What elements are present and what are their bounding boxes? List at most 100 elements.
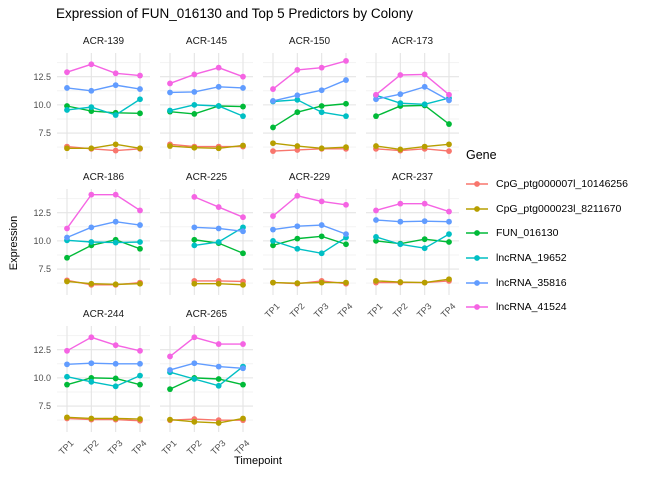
data-point	[112, 360, 119, 367]
data-point	[240, 214, 246, 221]
series-line-lncRNA_19652	[66, 374, 141, 388]
data-point	[215, 204, 222, 210]
facet-panel	[263, 189, 356, 295]
data-point	[215, 376, 222, 382]
data-point	[373, 143, 379, 149]
series-line-lncRNA_35816	[66, 362, 140, 366]
data-point	[215, 83, 222, 90]
series-line-lncRNA_19652	[272, 99, 347, 117]
legend-item: CpG_ptg000007l_10146256	[464, 172, 628, 197]
y-tick-label: 7.5	[38, 128, 51, 139]
data-point	[112, 239, 119, 246]
series-line-lncRNA_35816	[66, 84, 141, 92]
x-axis-title: Timepoint	[234, 455, 282, 467]
series-line-lncRNA_35816	[169, 362, 244, 371]
legend-key-icon	[466, 304, 488, 311]
data-point	[294, 96, 301, 103]
data-point	[112, 415, 119, 422]
data-point	[318, 87, 325, 94]
facet-panel	[57, 326, 150, 432]
data-point	[137, 96, 143, 103]
series-line-CpG_ptg000023l_8211670	[66, 416, 141, 420]
data-point	[137, 145, 143, 152]
data-point	[343, 241, 349, 248]
data-point	[446, 231, 452, 238]
facet-label: ACR-225	[185, 172, 228, 183]
data-point	[64, 85, 70, 91]
data-point	[421, 71, 428, 78]
legend-key-point	[474, 205, 480, 212]
data-point	[215, 363, 222, 370]
series-line-lncRNA_41524	[169, 66, 244, 85]
data-point	[112, 82, 119, 89]
data-point	[167, 80, 173, 87]
facet-panel	[57, 53, 150, 159]
data-point	[191, 360, 198, 367]
data-point	[112, 281, 119, 288]
series-line-CpG_ptg000023l_8211670	[169, 144, 244, 149]
data-point	[112, 375, 119, 382]
data-point	[240, 228, 246, 235]
series-line-lncRNA_35816	[272, 79, 347, 102]
data-point	[270, 140, 276, 147]
y-tick-label: 10.0	[33, 99, 51, 110]
data-point	[397, 146, 404, 153]
data-point	[64, 145, 70, 152]
data-point	[191, 280, 198, 287]
data-point	[64, 381, 70, 388]
data-point	[446, 91, 452, 98]
data-point	[294, 143, 301, 149]
data-point	[215, 280, 222, 287]
series-line-lncRNA_41524	[272, 195, 347, 217]
data-point	[240, 381, 246, 388]
y-axis-title: Expression	[8, 215, 20, 271]
data-point	[270, 124, 276, 131]
data-point	[88, 360, 95, 367]
data-point	[112, 147, 119, 154]
data-point	[137, 222, 143, 228]
series-line-FUN_016130	[169, 105, 244, 115]
series-line-CpG_ptg000023l_8211670	[272, 281, 346, 284]
series-line-lncRNA_19652	[169, 104, 244, 117]
facet-panel	[160, 326, 253, 432]
data-point	[215, 420, 222, 426]
data-point	[270, 237, 276, 244]
data-point	[318, 64, 325, 71]
series-line-lncRNA_35816	[66, 220, 141, 239]
data-point	[240, 142, 246, 149]
data-point	[397, 241, 404, 248]
data-point	[270, 86, 276, 92]
series-line-FUN_016130	[272, 103, 347, 129]
data-point	[64, 414, 70, 421]
legend-item-label: lncRNA_19652	[496, 252, 567, 265]
data-point	[240, 103, 246, 110]
data-point	[88, 87, 95, 94]
series-line-CpG_ptg000023l_8211670	[169, 417, 244, 424]
data-point	[64, 254, 70, 261]
data-point	[294, 92, 301, 99]
series-line-CpG_ptg000023l_8211670	[67, 143, 141, 149]
data-point	[294, 109, 301, 116]
data-point	[421, 236, 428, 243]
data-point	[318, 103, 325, 109]
data-point	[373, 96, 379, 103]
series-line-CpG_ptg000023l_8211670	[375, 278, 450, 284]
series-line-lncRNA_19652	[375, 94, 450, 106]
data-point	[167, 107, 173, 114]
data-point	[318, 250, 325, 257]
y-tick-label: 12.5	[33, 71, 51, 82]
data-point	[215, 239, 222, 245]
series-line-CpG_ptg000007l_10146256	[375, 148, 450, 152]
data-point	[294, 192, 301, 199]
series-line-FUN_016130	[169, 377, 244, 390]
legend-title: Gene	[466, 148, 497, 162]
data-point	[240, 250, 246, 257]
series-line-CpG_ptg000007l_10146256	[272, 148, 346, 152]
data-point	[112, 342, 119, 349]
facet-panel	[366, 53, 459, 159]
data-point	[137, 72, 143, 79]
data-point	[137, 381, 143, 388]
data-point	[137, 86, 143, 92]
data-point	[397, 100, 404, 107]
